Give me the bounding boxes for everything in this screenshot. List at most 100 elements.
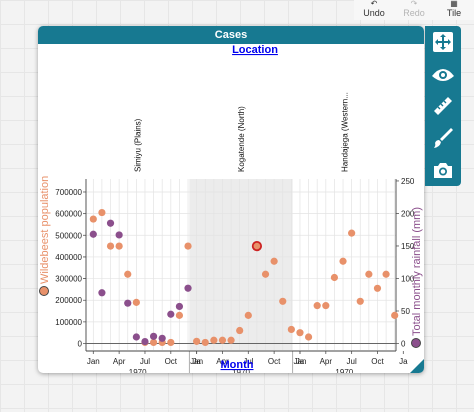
- population-point[interactable]: [149, 338, 158, 347]
- panel-shade: [189, 179, 293, 350]
- month-tick-label: Jan: [190, 357, 203, 366]
- rainfall-point[interactable]: [132, 333, 140, 341]
- left-axis-tick-label: 300000: [55, 275, 82, 284]
- month-tick-label: Ja: [296, 357, 305, 366]
- population-point[interactable]: [373, 284, 382, 292]
- rainfall-point[interactable]: [158, 334, 166, 342]
- left-axis-tick-label: 200000: [55, 296, 82, 305]
- scatter-plot[interactable]: Simiyu (Plains) Jan Apr Jul Oct Ja 1970 Kogaten…: [38, 44, 424, 373]
- location-label[interactable]: Kogatende (North): [237, 106, 246, 172]
- left-axis-title: Wildebeest population: [39, 176, 51, 284]
- population-point[interactable]: [339, 257, 347, 265]
- tile-button[interactable]: ▦ Tile: [434, 0, 474, 20]
- left-axis-tick-label: 100000: [55, 318, 82, 327]
- population-point[interactable]: [106, 242, 115, 250]
- redo-label: Redo: [403, 8, 425, 18]
- month-tick-label: Jan: [87, 357, 100, 366]
- left-axis-tick-label: 0: [78, 340, 83, 349]
- left-axis-tick-label: 700000: [55, 188, 82, 197]
- population-point[interactable]: [279, 297, 287, 305]
- rainfall-point[interactable]: [89, 230, 97, 238]
- population-point[interactable]: [124, 270, 132, 278]
- population-point[interactable]: [98, 208, 106, 217]
- undo-button[interactable]: ↶ Undo: [354, 0, 394, 20]
- location-label[interactable]: Handajega (Western...: [340, 92, 349, 172]
- population-point[interactable]: [175, 311, 184, 319]
- population-point[interactable]: [210, 336, 218, 344]
- population-point[interactable]: [382, 270, 390, 278]
- rainfall-point[interactable]: [167, 310, 175, 318]
- population-point[interactable]: [304, 333, 313, 341]
- population-point[interactable]: [89, 215, 97, 223]
- rescale-tool-button[interactable]: [425, 26, 461, 58]
- population-point[interactable]: [330, 273, 339, 282]
- rainfall-point[interactable]: [124, 299, 132, 307]
- ruler-icon: [434, 97, 452, 115]
- rainfall-point[interactable]: [149, 332, 158, 340]
- population-point[interactable]: [132, 298, 140, 306]
- location-label[interactable]: Simiyu (Plains): [134, 118, 143, 172]
- camera-tool-button[interactable]: [425, 154, 461, 186]
- case-card[interactable]: Cases Simiyu (Plains) Jan Apr Jul Oct Ja 1970 K…: [38, 26, 424, 373]
- population-point[interactable]: [348, 229, 356, 237]
- month-tick-label: Ja: [192, 357, 201, 366]
- population-point[interactable]: [313, 302, 321, 310]
- redo-button[interactable]: ↷ Redo: [394, 0, 434, 20]
- left-axis-legend-swatch: [39, 286, 49, 296]
- undo-icon: ↶: [370, 0, 378, 8]
- month-tick-label: Apr: [320, 357, 333, 366]
- rainfall-point[interactable]: [175, 302, 184, 311]
- inspector-toolbar: [425, 26, 461, 186]
- bottom-axis-title[interactable]: Month: [221, 359, 254, 371]
- population-point[interactable]: [270, 257, 278, 265]
- rainfall-point[interactable]: [106, 219, 115, 227]
- top-toolbar: ↶ Undo ↷ Redo ▦ Tile: [354, 0, 474, 20]
- rescale-icon: [433, 32, 453, 52]
- population-point[interactable]: [391, 311, 399, 319]
- left-axis-tick-label: 500000: [55, 231, 82, 240]
- month-tick-label: Jan: [294, 357, 307, 366]
- population-point[interactable]: [236, 326, 244, 335]
- population-point[interactable]: [184, 242, 192, 250]
- month-tick-label: Oct: [268, 357, 281, 366]
- population-point[interactable]: [261, 270, 270, 278]
- left-axis-tick-label: 400000: [55, 253, 82, 262]
- population-point[interactable]: [167, 338, 175, 347]
- population-point[interactable]: [365, 270, 373, 278]
- year-label: 1970: [232, 368, 250, 373]
- redo-icon: ↷: [410, 0, 418, 8]
- right-axis-tick-label: 50: [401, 307, 410, 316]
- left-axis-tick-label: 600000: [55, 210, 82, 219]
- month-tick-label: Apr: [216, 357, 229, 366]
- top-axis-title[interactable]: Location: [232, 44, 278, 56]
- population-point[interactable]: [244, 311, 252, 319]
- year-label: 1970: [129, 368, 147, 373]
- paintbrush-icon: [434, 128, 453, 148]
- rainfall-point[interactable]: [115, 231, 123, 239]
- population-point[interactable]: [201, 338, 209, 347]
- right-axis-legend[interactable]: Total monthly rainfall (mm): [411, 207, 423, 348]
- population-point[interactable]: [287, 325, 295, 334]
- rainfall-point[interactable]: [141, 337, 149, 346]
- right-axis-legend-swatch: [411, 338, 421, 348]
- rainfall-point[interactable]: [184, 284, 192, 292]
- measure-tool-button[interactable]: [425, 90, 461, 122]
- hide-show-tool-button[interactable]: [425, 58, 461, 90]
- population-point[interactable]: [251, 241, 263, 252]
- population-point[interactable]: [218, 336, 227, 344]
- month-tick-label: Oct: [165, 357, 178, 366]
- year-label: 1970: [335, 368, 353, 373]
- card-titlebar[interactable]: Cases: [38, 26, 424, 44]
- population-point[interactable]: [296, 329, 304, 337]
- population-point[interactable]: [322, 302, 330, 310]
- camera-icon: [434, 163, 452, 178]
- population-point[interactable]: [356, 297, 364, 305]
- population-point[interactable]: [115, 242, 123, 250]
- format-tool-button[interactable]: [425, 122, 461, 154]
- population-point[interactable]: [227, 336, 235, 344]
- right-axis-title: Total monthly rainfall (mm): [411, 207, 423, 336]
- right-axis-tick-label: 0: [401, 339, 406, 348]
- left-axis-legend[interactable]: Wildebeest population: [39, 176, 51, 296]
- rainfall-point[interactable]: [98, 289, 106, 297]
- population-point[interactable]: [193, 337, 201, 345]
